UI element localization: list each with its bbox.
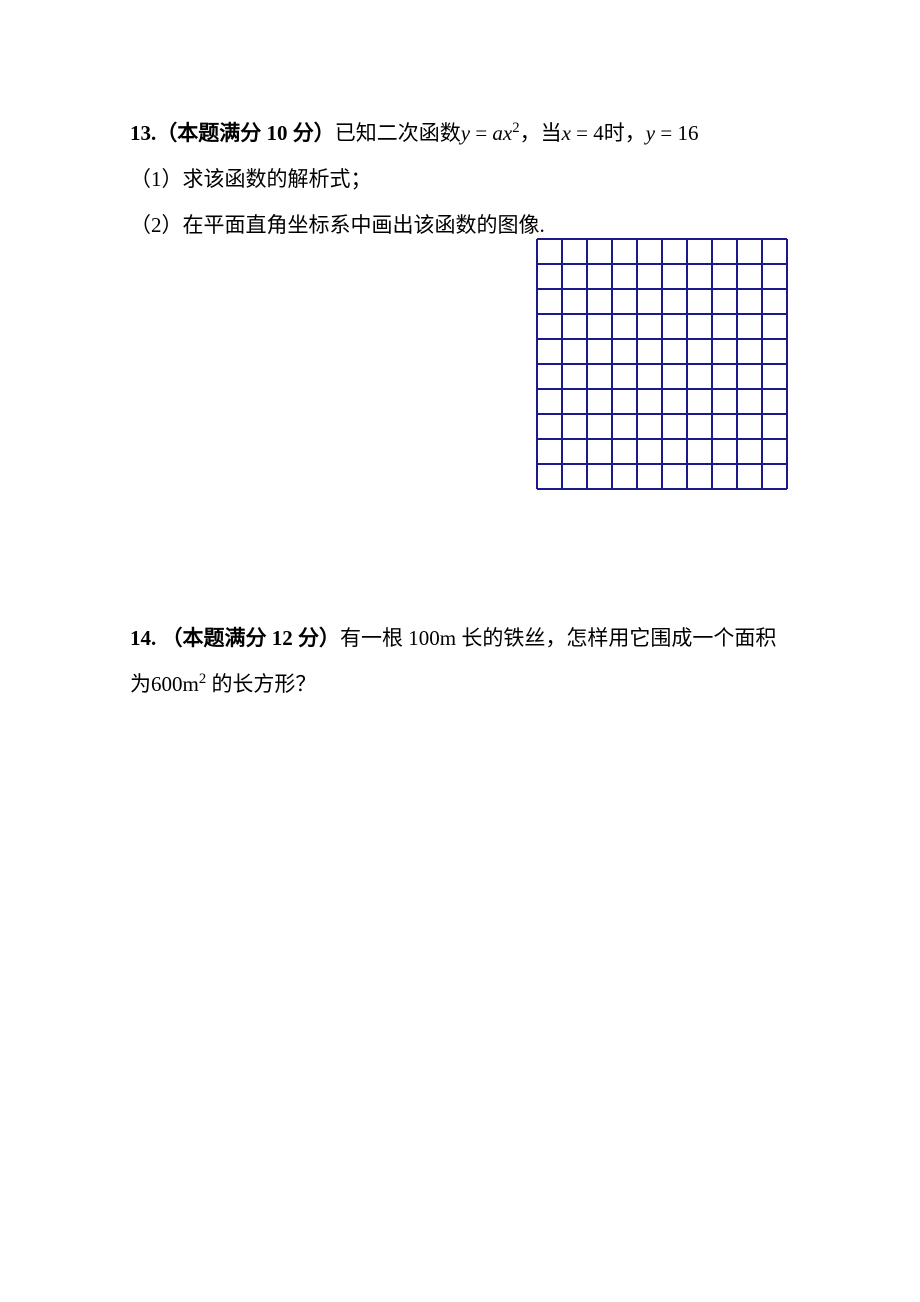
problem-14: 14. （本题满分 12 分）有一根 100m 长的铁丝，怎样用它围成一个面积为… bbox=[130, 615, 790, 707]
value-text: 100m bbox=[408, 626, 456, 650]
math-expr: y = 16 bbox=[646, 121, 699, 145]
problem-14-stem: 14. （本题满分 12 分）有一根 100m 长的铁丝，怎样用它围成一个面积为… bbox=[130, 615, 790, 707]
math-expr: y = ax2 bbox=[461, 121, 520, 145]
stem-text: 的长方形？ bbox=[206, 672, 316, 696]
problem-number: 14. bbox=[130, 626, 156, 650]
stem-text: 已知二次函数 bbox=[335, 121, 461, 145]
value-text: 600m2 bbox=[151, 672, 206, 696]
coordinate-grid bbox=[535, 237, 789, 491]
stem-text: 时， bbox=[604, 121, 646, 145]
stem-text: 有一根 bbox=[340, 626, 408, 650]
problem-13-stem: 13.（本题满分 10 分）已知二次函数y = ax2，当x = 4时，y = … bbox=[130, 110, 790, 156]
stem-text: ，当 bbox=[520, 121, 562, 145]
math-expr: x = 4 bbox=[562, 121, 604, 145]
points-label: （本题满分 12 分） bbox=[162, 626, 341, 650]
points-label: （本题满分 10 分） bbox=[156, 121, 335, 145]
problem-number: 13. bbox=[130, 121, 156, 145]
problem-13-sub1: （1）求该函数的解析式； bbox=[130, 156, 790, 202]
grid-svg bbox=[535, 237, 789, 491]
problem-13: 13.（本题满分 10 分）已知二次函数y = ax2，当x = 4时，y = … bbox=[130, 110, 790, 249]
